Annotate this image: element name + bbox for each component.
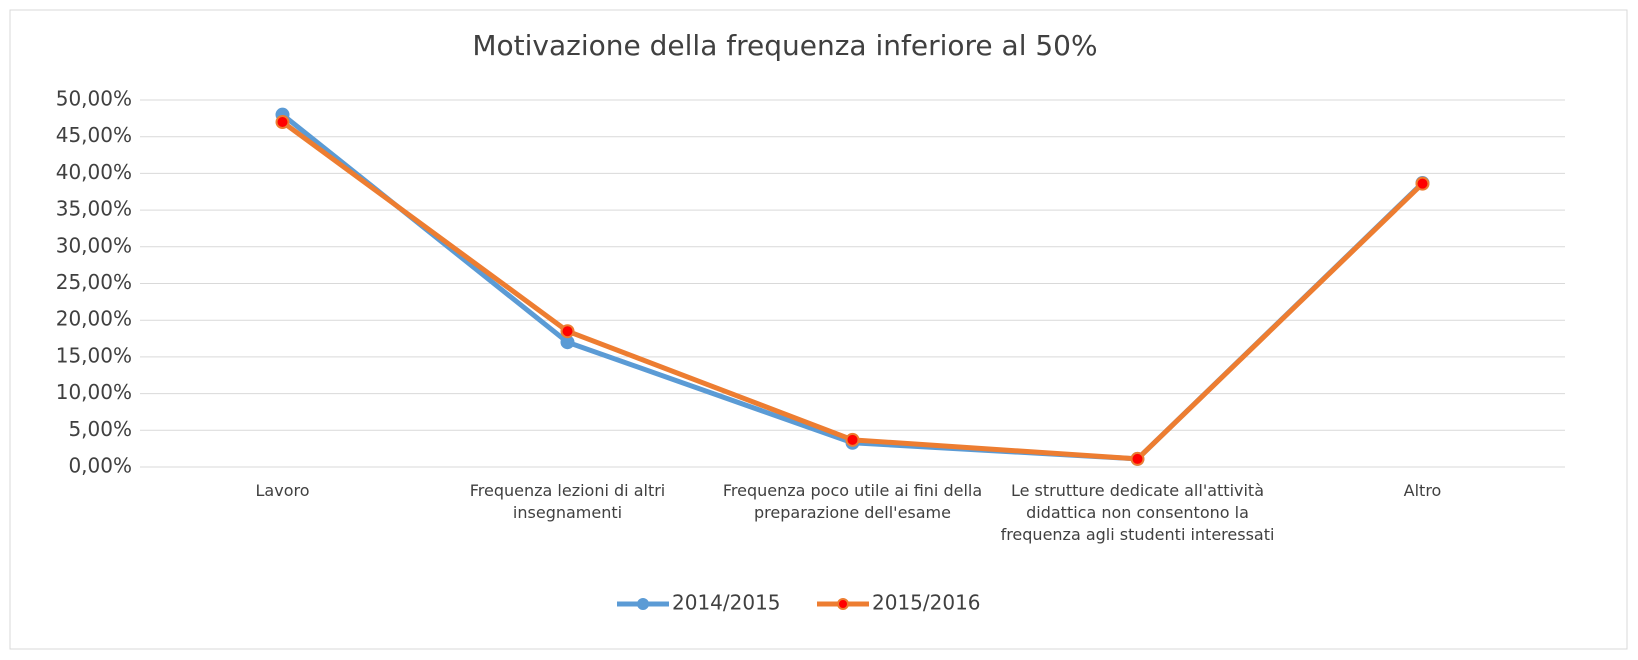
x-tick-label: Le strutture dedicate all'attività didat…: [1000, 481, 1275, 544]
x-tick-label: Altro: [1403, 481, 1442, 500]
x-tick-label: Frequenza poco utile ai fini della prepa…: [722, 481, 983, 522]
x-tick-label-box: Frequenza lezioni di altri insegnamenti: [469, 481, 666, 522]
legend-label: 2015/2016: [872, 591, 981, 615]
x-tick-label-box: Le strutture dedicate all'attività didat…: [1000, 481, 1275, 544]
x-tick-label: Lavoro: [255, 481, 310, 500]
data-point: [1130, 451, 1145, 466]
y-tick-label: 35,00%: [56, 197, 132, 221]
y-tick-label: 30,00%: [56, 233, 132, 257]
x-tick-label: Frequenza lezioni di altri insegnamenti: [469, 481, 666, 522]
x-tick-label-box: Altro: [1403, 481, 1442, 500]
data-point: [560, 324, 575, 339]
data-point: [275, 115, 290, 130]
legend-marker: [837, 598, 849, 610]
data-point: [845, 432, 860, 447]
chart-title: Motivazione della frequenza inferiore al…: [472, 29, 1097, 62]
y-tick-label: 45,00%: [56, 123, 132, 147]
y-tick-label: 10,00%: [56, 380, 132, 404]
x-tick-label-box: Lavoro: [255, 481, 310, 500]
legend-marker: [637, 598, 649, 610]
y-tick-label: 40,00%: [56, 160, 132, 184]
y-tick-label: 5,00%: [68, 417, 132, 441]
y-tick-label: 25,00%: [56, 270, 132, 294]
y-tick-label: 0,00%: [68, 454, 132, 478]
legend-label: 2014/2015: [672, 591, 781, 615]
data-point: [1415, 176, 1430, 191]
x-tick-label-box: Frequenza poco utile ai fini della prepa…: [722, 481, 983, 522]
y-tick-label: 50,00%: [56, 87, 132, 111]
y-tick-label: 20,00%: [56, 307, 132, 331]
y-tick-label: 15,00%: [56, 343, 132, 367]
